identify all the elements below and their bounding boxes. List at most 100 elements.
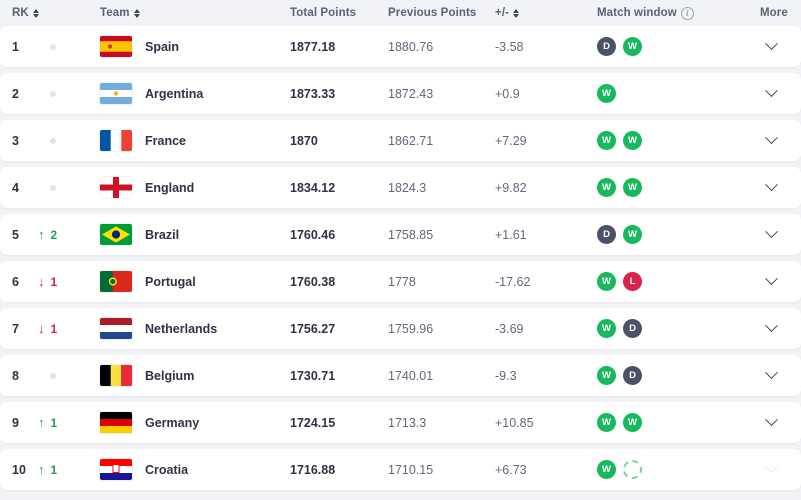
rank-unchanged-dot-icon — [38, 137, 100, 144]
chevron-down-icon[interactable] — [761, 460, 781, 480]
column-header-delta[interactable]: +/- — [495, 7, 597, 19]
match-window-badges: W — [597, 460, 760, 479]
expand-row-cell[interactable] — [760, 84, 801, 104]
column-header-rank-label: RK — [12, 7, 29, 19]
flag-icon-brazil — [100, 224, 132, 245]
expand-row-cell[interactable] — [760, 319, 801, 339]
expand-row-cell[interactable] — [760, 131, 801, 151]
flag-icon-argentina — [100, 83, 132, 104]
rank-movement-cell — [38, 184, 100, 191]
team-cell[interactable]: Spain — [100, 36, 290, 57]
rank-number: 9 — [12, 415, 19, 430]
rank-cell: 6 — [0, 273, 38, 291]
table-row[interactable]: 3 France 1870 1862.71 +7.29 W W — [0, 120, 801, 161]
table-row[interactable]: 2 Argentina 1873.33 1872.43 +0.9 W — [0, 73, 801, 114]
points-delta-cell: +0.9 — [495, 86, 520, 101]
chevron-shape — [764, 413, 778, 427]
match-badge-win: W — [623, 413, 642, 432]
match-badge-draw: D — [623, 366, 642, 385]
table-row[interactable]: 10 1 Croatia 1716.88 1710.15 +6.73 W — [0, 449, 801, 490]
rank-cell: 4 — [0, 179, 38, 197]
match-badge-win: W — [597, 366, 616, 385]
team-name: Spain — [145, 39, 180, 54]
expand-row-cell[interactable] — [760, 272, 801, 292]
expand-row-cell[interactable] — [760, 178, 801, 198]
expand-row-cell[interactable] — [760, 460, 801, 480]
team-cell[interactable]: Croatia — [100, 459, 290, 480]
chevron-shape — [764, 225, 778, 239]
total-points-cell: 1760.46 — [290, 227, 336, 242]
table-row[interactable]: 4 England 1834.12 1824.3 +9.82 W W — [0, 167, 801, 208]
chevron-down-icon[interactable] — [761, 272, 781, 292]
rank-number: 4 — [12, 180, 19, 195]
chevron-down-icon[interactable] — [761, 84, 781, 104]
rank-down-indicator: 1 — [38, 275, 100, 289]
table-row[interactable]: 1 Spain 1877.18 1880.76 -3.58 D W — [0, 26, 801, 67]
total-points-cell: 1756.27 — [290, 321, 336, 336]
chevron-down-icon[interactable] — [761, 366, 781, 386]
chevron-down-icon[interactable] — [761, 37, 781, 57]
rank-unchanged-dot-icon — [38, 43, 100, 50]
chevron-down-icon[interactable] — [761, 319, 781, 339]
dot-icon — [50, 43, 56, 50]
team-cell[interactable]: Brazil — [100, 224, 290, 245]
match-badge-win: W — [597, 131, 616, 150]
column-header-more: More — [760, 7, 801, 19]
dot-icon — [50, 90, 56, 97]
sort-icon[interactable] — [32, 8, 39, 18]
table-row[interactable]: 6 1 Portugal 1760.38 1778 -17.62 WL — [0, 261, 801, 302]
rank-number: 6 — [12, 274, 19, 289]
column-header-team[interactable]: Team — [100, 7, 290, 19]
rank-number: 3 — [12, 133, 19, 148]
points-delta-cell: +6.73 — [495, 462, 527, 477]
info-icon[interactable]: i — [680, 6, 694, 20]
match-badge-loading — [623, 460, 642, 479]
table-row[interactable]: 7 1 Netherlands 1756.27 1759.96 -3.69 WD — [0, 308, 801, 349]
team-cell[interactable]: Germany — [100, 412, 290, 433]
chevron-down-icon[interactable] — [761, 413, 781, 433]
team-cell[interactable]: Netherlands — [100, 318, 290, 339]
rank-movement-cell — [38, 372, 100, 379]
rank-movement-cell: 1 — [38, 463, 100, 477]
chevron-shape — [764, 37, 778, 51]
dot-icon — [50, 372, 56, 379]
table-row[interactable]: 9 1 Germany 1724.15 1713.3 +10.85 WW — [0, 402, 801, 443]
expand-row-cell[interactable] — [760, 225, 801, 245]
table-row[interactable]: 8 Belgium 1730.71 1740.01 -9.3 W D — [0, 355, 801, 396]
total-points-cell: 1730.71 — [290, 368, 336, 383]
chevron-down-icon[interactable] — [761, 225, 781, 245]
column-header-rank[interactable]: RK — [0, 7, 39, 19]
rank-cell: 5 — [0, 226, 38, 244]
team-cell[interactable]: Argentina — [100, 83, 290, 104]
expand-row-cell[interactable] — [760, 366, 801, 386]
rank-movement-value: 2 — [50, 227, 58, 242]
sort-icon[interactable] — [513, 8, 520, 18]
column-header-match-window-label: Match window — [597, 7, 677, 19]
rank-movement-cell — [38, 137, 100, 144]
rank-number: 5 — [12, 227, 19, 242]
team-cell[interactable]: France — [100, 130, 290, 151]
chevron-down-icon[interactable] — [761, 131, 781, 151]
team-cell[interactable]: Portugal — [100, 271, 290, 292]
flag-icon-croatia — [100, 459, 132, 480]
chevron-shape — [764, 272, 778, 286]
column-header-match-window: Match window i — [597, 6, 760, 20]
table-row[interactable]: 5 2 Brazil 1760.46 1758.85 +1.61 DW — [0, 214, 801, 255]
column-header-previous-points: Previous Points — [388, 7, 495, 19]
expand-row-cell[interactable] — [760, 413, 801, 433]
flag-icon-netherlands — [100, 318, 132, 339]
team-cell[interactable]: England — [100, 177, 290, 198]
arrow-up-icon — [38, 228, 45, 241]
chevron-down-icon[interactable] — [761, 178, 781, 198]
sort-icon[interactable] — [133, 8, 140, 18]
expand-row-cell[interactable] — [760, 37, 801, 57]
rank-unchanged-dot-icon — [38, 184, 100, 191]
previous-points-cell: 1713.3 — [388, 415, 427, 430]
team-cell[interactable]: Belgium — [100, 365, 290, 386]
